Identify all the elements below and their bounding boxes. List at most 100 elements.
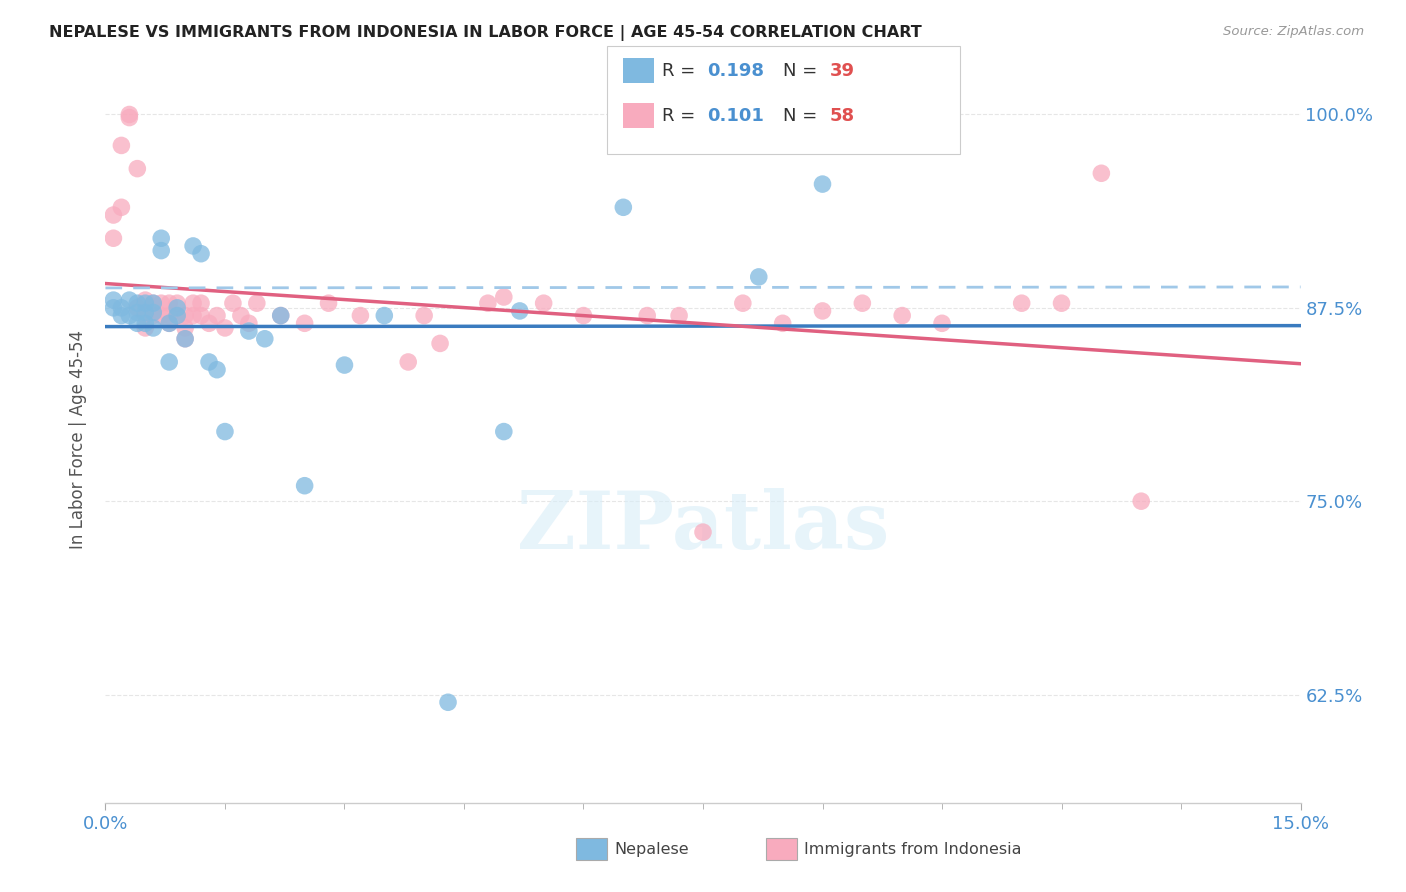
Point [190,246,212,260]
Point [612,200,634,214]
Point [333,358,356,372]
Point [772,316,794,330]
Point [127,161,149,176]
Point [134,316,156,330]
Point [668,309,690,323]
Point [127,301,149,315]
Point [134,293,156,307]
Point [150,309,173,323]
Point [692,525,714,540]
Point [118,309,141,323]
Point [636,309,658,323]
Point [509,304,531,318]
Point [150,296,173,310]
Point [253,332,276,346]
Point [134,309,156,323]
Point [110,301,132,315]
Point [142,296,165,310]
Point [851,296,873,310]
Text: R =: R = [662,107,702,125]
Point [157,316,180,330]
Text: Immigrants from Indonesia: Immigrants from Indonesia [804,842,1022,857]
Point [181,239,204,253]
Point [134,305,156,319]
Point [533,296,555,310]
Point [205,362,228,376]
Point [294,316,316,330]
Point [437,695,460,709]
Point [373,309,395,323]
Point [157,355,180,369]
Point [190,309,212,323]
Point [492,290,515,304]
Text: NEPALESE VS IMMIGRANTS FROM INDONESIA IN LABOR FORCE | AGE 45-54 CORRELATION CHA: NEPALESE VS IMMIGRANTS FROM INDONESIA IN… [49,25,922,41]
Point [142,305,165,319]
Point [157,309,180,323]
Point [198,355,221,369]
Point [127,296,149,310]
Point [811,177,834,191]
Point [118,107,141,121]
Point [174,321,197,335]
Point [270,309,292,323]
Point [1050,296,1073,310]
Point [142,296,165,310]
Point [891,309,914,323]
Point [731,296,754,310]
Point [748,269,770,284]
Text: 39: 39 [830,62,855,80]
Point [214,321,236,335]
Point [492,425,515,439]
Point [572,309,595,323]
Point [103,208,125,222]
Text: ZIPatlas: ZIPatlas [517,488,889,566]
Point [166,296,188,310]
Point [103,293,125,307]
Point [118,293,141,307]
Point [142,309,165,323]
Point [181,309,204,323]
Point [103,301,125,315]
Point [205,309,228,323]
Point [166,301,188,315]
Point [127,305,149,319]
Point [127,316,149,330]
Point [134,296,156,310]
Point [318,296,340,310]
Point [1130,494,1153,508]
Point [150,244,173,258]
Point [150,231,173,245]
Point [429,336,451,351]
Text: 58: 58 [830,107,855,125]
Text: Source: ZipAtlas.com: Source: ZipAtlas.com [1223,25,1364,38]
Point [477,296,499,310]
Point [118,111,141,125]
Text: R =: R = [662,62,702,80]
Point [931,316,953,330]
Text: 0.198: 0.198 [707,62,765,80]
Point [246,296,269,310]
Text: N =: N = [783,62,823,80]
Point [103,231,125,245]
Point [222,296,245,310]
Point [198,316,221,330]
Point [174,309,197,323]
Y-axis label: In Labor Force | Age 45-54: In Labor Force | Age 45-54 [69,330,87,549]
Point [157,316,180,330]
Point [157,296,180,310]
Point [229,309,252,323]
Text: 0.101: 0.101 [707,107,763,125]
Point [166,309,188,323]
Point [811,304,834,318]
Point [110,138,132,153]
Point [1011,296,1033,310]
Point [181,296,204,310]
Text: N =: N = [783,107,823,125]
Point [110,200,132,214]
Point [190,296,212,310]
Point [142,321,165,335]
Point [166,309,188,323]
Point [174,332,197,346]
Point [110,309,132,323]
Point [174,332,197,346]
